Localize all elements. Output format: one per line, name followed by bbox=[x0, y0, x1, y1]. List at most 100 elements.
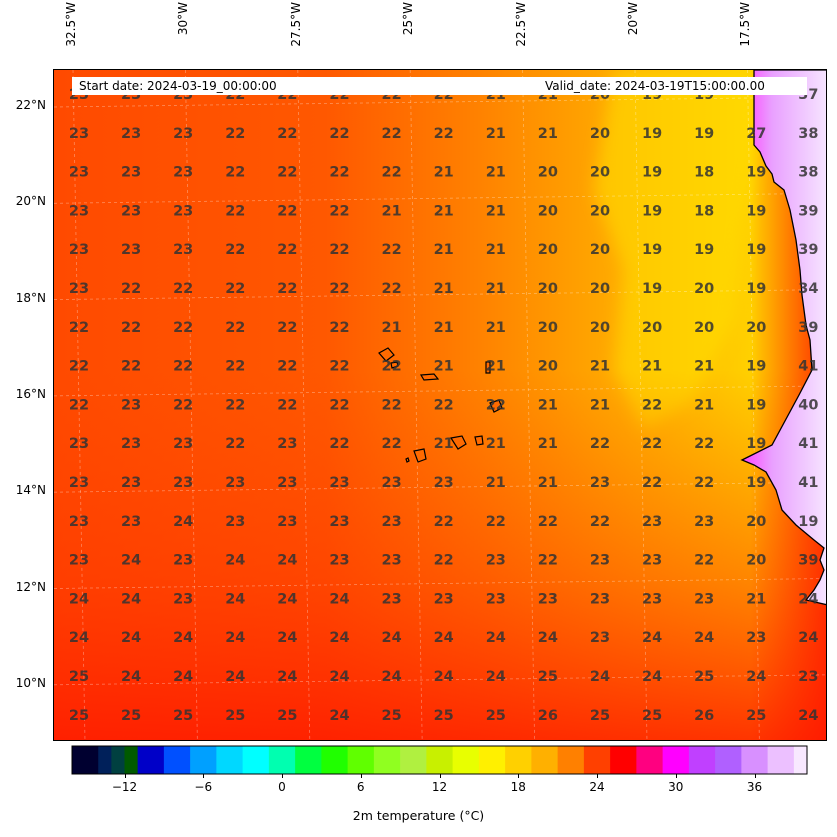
temperature-value: 24 bbox=[329, 630, 349, 646]
lon-label: 17.5°W bbox=[738, 2, 753, 47]
temperature-value: 23 bbox=[69, 281, 89, 297]
temperature-value: 23 bbox=[642, 514, 662, 530]
temperature-value: 23 bbox=[173, 436, 193, 452]
temperature-value: 22 bbox=[121, 320, 141, 336]
temperature-value: 21 bbox=[694, 397, 714, 413]
temperature-value: 23 bbox=[798, 669, 818, 685]
temperature-value: 24 bbox=[173, 514, 193, 530]
temperature-value: 20 bbox=[538, 165, 558, 181]
temperature-value: 21 bbox=[538, 436, 558, 452]
temperature-value: 19 bbox=[642, 126, 662, 142]
temperature-value: 21 bbox=[590, 359, 610, 375]
temperature-value: 23 bbox=[382, 475, 402, 491]
temperature-value: 23 bbox=[590, 591, 610, 607]
colorbar-tickmark bbox=[675, 774, 677, 778]
temperature-value: 22 bbox=[277, 397, 297, 413]
temperature-value: 25 bbox=[69, 708, 89, 724]
temperature-value: 22 bbox=[173, 397, 193, 413]
temperature-value: 20 bbox=[538, 359, 558, 375]
temperature-value: 24 bbox=[382, 630, 402, 646]
temperature-value: 22 bbox=[694, 436, 714, 452]
colorbar-segment bbox=[531, 746, 559, 774]
temperature-value: 25 bbox=[173, 708, 193, 724]
temperature-value: 19 bbox=[746, 281, 766, 297]
temperature-value: 24 bbox=[173, 669, 193, 685]
temperature-value: 24 bbox=[486, 669, 506, 685]
temperature-value: 23 bbox=[69, 475, 89, 491]
temperature-value: 20 bbox=[746, 320, 766, 336]
colorbar-segment bbox=[426, 746, 454, 774]
temperature-value: 22 bbox=[382, 165, 402, 181]
temperature-value: 22 bbox=[642, 397, 662, 413]
meridian-gridline bbox=[747, 70, 760, 740]
temperature-value: 22 bbox=[434, 126, 454, 142]
temperature-value: 23 bbox=[382, 514, 402, 530]
lon-label: 32.5°W bbox=[64, 2, 78, 47]
temperature-value: 23 bbox=[121, 436, 141, 452]
temperature-value: 19 bbox=[746, 242, 766, 258]
colorbar-segment bbox=[636, 746, 664, 774]
colorbar-tick-label: 12 bbox=[431, 780, 448, 794]
temperature-value: 39 bbox=[798, 320, 818, 336]
temperature-value: 20 bbox=[694, 320, 714, 336]
meridian-gridline bbox=[634, 70, 648, 740]
colorbar-tickmark bbox=[439, 774, 441, 778]
colorbar-segment bbox=[793, 746, 808, 774]
colorbar-tickmark bbox=[124, 774, 126, 778]
temperature-value: 26 bbox=[694, 708, 714, 724]
colorbar-segment bbox=[741, 746, 769, 774]
temperature-value: 24 bbox=[225, 553, 245, 569]
temperature-value: 25 bbox=[538, 669, 558, 685]
temperature-value: 22 bbox=[434, 553, 454, 569]
temperature-value: 23 bbox=[694, 591, 714, 607]
temperature-value: 20 bbox=[694, 281, 714, 297]
temperature-value: 24 bbox=[121, 669, 141, 685]
temperature-value: 24 bbox=[277, 630, 297, 646]
temperature-value: 19 bbox=[798, 514, 818, 530]
colorbar-tickmark bbox=[203, 774, 205, 778]
temperature-value: 22 bbox=[225, 203, 245, 219]
temperature-value: 21 bbox=[486, 165, 506, 181]
temperature-value: 22 bbox=[69, 397, 89, 413]
southern-warm-band bbox=[54, 370, 826, 740]
temperature-value: 23 bbox=[434, 475, 454, 491]
temperature-value: 25 bbox=[486, 708, 506, 724]
temperature-value: 22 bbox=[225, 436, 245, 452]
temperature-value: 19 bbox=[746, 436, 766, 452]
temperature-value: 22 bbox=[329, 359, 349, 375]
temperature-value: 22 bbox=[277, 126, 297, 142]
temperature-value: 23 bbox=[486, 553, 506, 569]
longitude-labels: 32.5°W 30°W 27.5°W 25°W 22.5°W 20°W 17.5°W bbox=[0, 0, 837, 66]
temperature-value: 24 bbox=[538, 630, 558, 646]
temperature-value: 23 bbox=[69, 553, 89, 569]
temperature-value: 25 bbox=[642, 708, 662, 724]
temperature-value: 23 bbox=[486, 591, 506, 607]
temperature-value: 22 bbox=[225, 126, 245, 142]
temperature-value: 22 bbox=[329, 436, 349, 452]
temperature-value: 25 bbox=[590, 708, 610, 724]
temperature-value: 21 bbox=[434, 281, 454, 297]
temperature-value: 22 bbox=[329, 320, 349, 336]
meridian-gridline bbox=[522, 70, 535, 740]
temperature-value: 24 bbox=[590, 669, 610, 685]
temperature-value: 21 bbox=[434, 359, 454, 375]
temperature-value: 19 bbox=[746, 475, 766, 491]
temperature-value: 21 bbox=[434, 242, 454, 258]
temperature-value: 23 bbox=[173, 553, 193, 569]
temperature-value: 24 bbox=[121, 591, 141, 607]
temperature-value: 21 bbox=[434, 203, 454, 219]
colorbar-segment bbox=[242, 746, 270, 774]
temperature-value: 24 bbox=[225, 630, 245, 646]
temperature-value: 24 bbox=[382, 669, 402, 685]
temperature-value: 24 bbox=[69, 591, 89, 607]
temperature-value: 22 bbox=[434, 514, 454, 530]
temperature-value: 22 bbox=[173, 281, 193, 297]
colorbar-segment bbox=[295, 746, 322, 774]
temperature-value: 20 bbox=[590, 203, 610, 219]
temperature-value: 25 bbox=[69, 669, 89, 685]
temperature-value: 39 bbox=[798, 203, 818, 219]
temperature-value: 41 bbox=[798, 436, 818, 452]
temperature-value: 21 bbox=[746, 591, 766, 607]
temperature-value: 23 bbox=[277, 436, 297, 452]
